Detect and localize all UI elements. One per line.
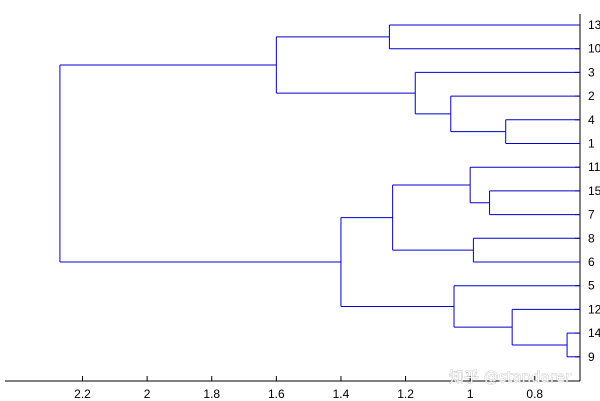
x-tick-label: 2 <box>144 387 151 401</box>
leaf-label: 10 <box>588 42 600 56</box>
leaf-label: 14 <box>588 326 600 340</box>
leaf-label: 2 <box>588 89 595 103</box>
watermark-text: 知乎 @standarer <box>449 368 572 386</box>
leaf-label: 6 <box>588 255 595 269</box>
x-tick-label: 1.8 <box>203 387 220 401</box>
leaf-label: 1 <box>588 137 595 151</box>
dendrogram-links <box>59 24 580 358</box>
x-axis-ticks: 2.2 2 1.8 1.6 1.4 1.2 1 0.8 <box>74 376 543 401</box>
x-tick-label: 1.4 <box>333 387 350 401</box>
x-tick-label: 1.2 <box>397 387 414 401</box>
leaf-label: 8 <box>588 231 595 245</box>
x-tick-label: 1.6 <box>268 387 285 401</box>
leaf-label: 13 <box>588 18 600 32</box>
leaf-label: 3 <box>588 65 595 79</box>
leaf-label: 7 <box>588 208 595 222</box>
leaf-label: 12 <box>588 302 600 316</box>
leaf-label: 4 <box>588 113 595 127</box>
leaf-label: 15 <box>588 184 600 198</box>
x-tick-label: 2.2 <box>74 387 91 401</box>
x-tick-label: 0.8 <box>526 387 543 401</box>
leaf-label: 11 <box>588 160 600 174</box>
leaf-label: 5 <box>588 279 595 293</box>
leaf-label: 9 <box>588 350 595 364</box>
x-tick-label: 1 <box>467 387 474 401</box>
